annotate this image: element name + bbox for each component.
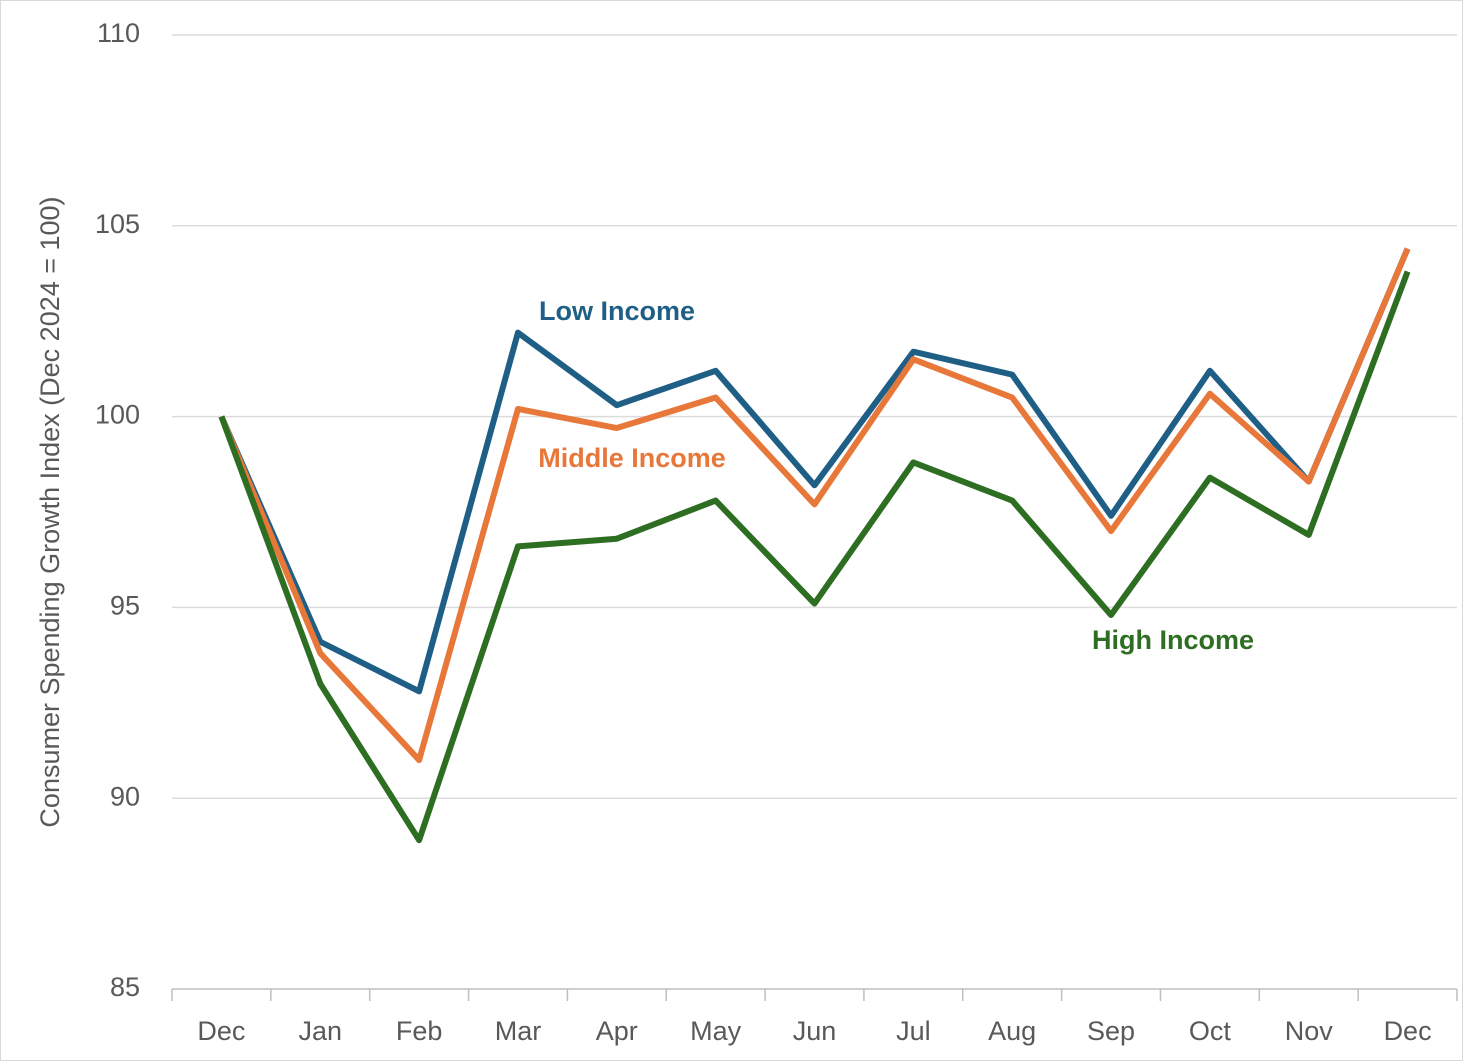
x-tick-label: Oct	[1189, 1016, 1232, 1046]
y-tick-label: 110	[97, 18, 140, 48]
x-tick-label: Jan	[298, 1016, 342, 1046]
x-tick-label: Dec	[1384, 1016, 1432, 1046]
x-tick-label: Mar	[495, 1016, 542, 1046]
series-line	[218, 247, 1411, 695]
x-tick-label: Feb	[396, 1016, 443, 1046]
x-tick-label: May	[690, 1016, 742, 1046]
series-line	[218, 270, 1411, 844]
x-tick-label: Apr	[596, 1016, 638, 1046]
y-tick-label: 90	[110, 781, 140, 811]
x-tick-label: Sep	[1087, 1016, 1135, 1046]
series-label: High Income	[1092, 625, 1254, 655]
y-tick-label: 85	[110, 972, 140, 1002]
series-label: Low Income	[539, 296, 695, 326]
x-tick-label: Jul	[896, 1016, 931, 1046]
x-tick-label: Aug	[988, 1016, 1036, 1046]
x-tick-label: Jun	[793, 1016, 837, 1046]
y-axis-label: Consumer Spending Growth Index (Dec 2024…	[35, 196, 65, 827]
x-tick-label: Nov	[1285, 1016, 1334, 1046]
y-tick-label: 100	[95, 400, 140, 430]
series-label: Middle Income	[538, 443, 726, 473]
x-tick-label: Dec	[197, 1016, 245, 1046]
y-tick-label: 95	[110, 591, 140, 621]
y-tick-label: 105	[95, 209, 140, 239]
series-line	[218, 247, 1411, 764]
